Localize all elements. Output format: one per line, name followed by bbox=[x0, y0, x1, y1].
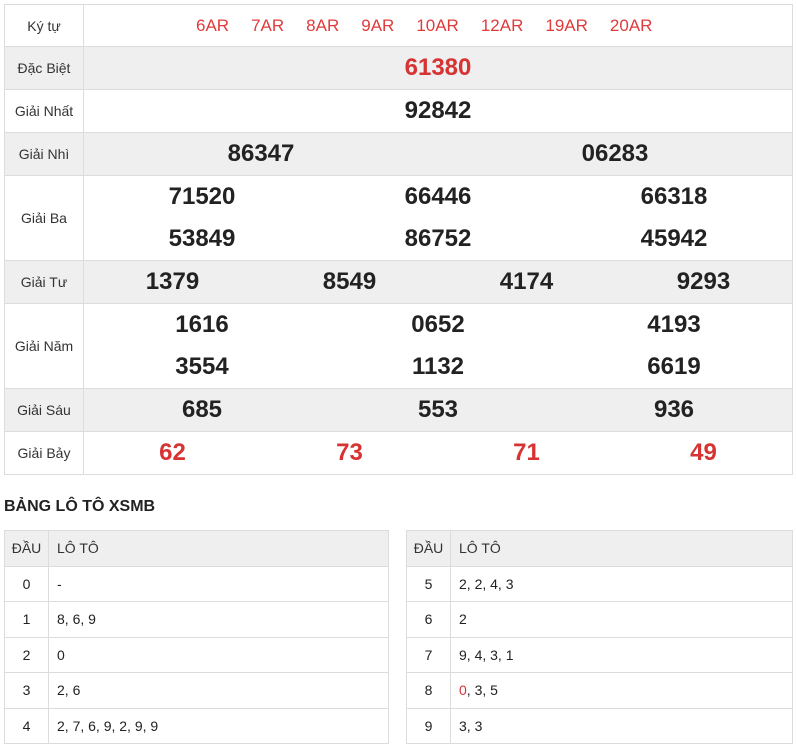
prize-label: Giải Sáu bbox=[4, 388, 84, 432]
prize-number: 3554 bbox=[175, 353, 229, 380]
dau-header: ĐẦU bbox=[406, 530, 451, 567]
prize-number: 86752 bbox=[404, 225, 472, 252]
loto-title: BẢNG LÔ TÔ XSMB bbox=[4, 498, 156, 515]
loto-header-row: ĐẦU LÔ TÔ bbox=[406, 530, 793, 567]
prize-number: 73 bbox=[336, 439, 363, 466]
prize-number: 9293 bbox=[676, 268, 731, 295]
prize-number: 1616 bbox=[175, 311, 229, 338]
loto-row: 5 2, 2, 4, 3 bbox=[406, 565, 793, 602]
loto-row: 4 2, 7, 6, 9, 2, 9, 9 bbox=[4, 707, 389, 744]
loto-cell: 2, 7, 6, 9, 2, 9, 9 bbox=[48, 707, 389, 744]
prize-seventh-row: Giải Bảy 62 73 71 49 bbox=[4, 431, 793, 475]
code-item: 8AR bbox=[306, 15, 340, 35]
prize-special-row: Đặc Biệt 61380 bbox=[4, 46, 793, 90]
code-item: 19AR bbox=[545, 15, 588, 35]
loto-row: 0 - bbox=[4, 565, 389, 602]
loto-cell: 0, 3, 5 bbox=[450, 672, 793, 709]
dau-cell: 8 bbox=[406, 672, 451, 709]
dau-cell: 1 bbox=[4, 601, 49, 638]
prize-label: Giải Nhì bbox=[4, 132, 84, 176]
code-list: 6AR 7AR 8AR 9AR 10AR 12AR 19AR 20AR bbox=[84, 5, 792, 46]
prize-number: 936 bbox=[653, 396, 695, 423]
prize-number: 1132 bbox=[411, 353, 465, 380]
loto-header: LÔ TÔ bbox=[450, 530, 793, 567]
loto-value: , 3, 5 bbox=[466, 682, 498, 699]
loto-row: 9 3, 3 bbox=[406, 707, 793, 744]
loto-cell: 3, 3 bbox=[450, 707, 793, 744]
loto-row: 6 2 bbox=[406, 601, 793, 638]
prize-number: 53849 bbox=[168, 225, 236, 252]
prize-third-row: Giải Ba 71520 66446 66318 53849 86752 45… bbox=[4, 175, 793, 261]
loto-row: 3 2, 6 bbox=[4, 672, 389, 709]
prize-number: 1379 bbox=[145, 268, 200, 295]
prize-number: 66318 bbox=[640, 183, 708, 210]
prize-number: 71 bbox=[513, 439, 540, 466]
dau-cell: 2 bbox=[4, 636, 49, 673]
loto-special-value: 0 bbox=[459, 682, 467, 699]
dau-cell: 5 bbox=[406, 565, 451, 602]
prize-number: 4174 bbox=[499, 268, 554, 295]
prize-second-row: Giải Nhì 86347 06283 bbox=[4, 132, 793, 176]
code-item: 7AR bbox=[251, 15, 285, 35]
prize-label: Giải Ba bbox=[4, 175, 84, 261]
loto-row: 8 0, 3, 5 bbox=[406, 672, 793, 709]
loto-row: 7 9, 4, 3, 1 bbox=[406, 636, 793, 673]
dau-cell: 9 bbox=[406, 707, 451, 744]
prize-number: 0652 bbox=[411, 311, 465, 338]
prize-number: 553 bbox=[417, 396, 459, 423]
prize-sixth-row: Giải Sáu 685 553 936 bbox=[4, 388, 793, 432]
prize-fifth-row: Giải Năm 1616 0652 4193 3554 1132 6619 bbox=[4, 303, 793, 389]
loto-cell: - bbox=[48, 565, 389, 602]
prize-number: 06283 bbox=[581, 140, 649, 167]
prize-number: 49 bbox=[690, 439, 717, 466]
code-item: 12AR bbox=[480, 15, 524, 35]
prize-number: 685 bbox=[181, 396, 223, 423]
loto-table-left: ĐẦU LÔ TÔ 0 - 1 8, 6, 9 2 0 3 2, 6 4 2, … bbox=[4, 530, 389, 744]
prize-number: 62 bbox=[159, 439, 186, 466]
code-row: Ký tự 6AR 7AR 8AR 9AR 10AR 12AR 19AR 20A… bbox=[4, 4, 793, 47]
loto-cell: 9, 4, 3, 1 bbox=[450, 636, 793, 673]
code-item: 10AR bbox=[416, 15, 459, 35]
prize-number: 61380 bbox=[404, 54, 472, 81]
loto-header-row: ĐẦU LÔ TÔ bbox=[4, 530, 389, 567]
dau-cell: 6 bbox=[406, 601, 451, 638]
loto-table-right: ĐẦU LÔ TÔ 5 2, 2, 4, 3 6 2 7 9, 4, 3, 1 … bbox=[406, 530, 793, 744]
loto-cell: 2, 2, 4, 3 bbox=[450, 565, 793, 602]
loto-cell: 2, 6 bbox=[48, 672, 389, 709]
prize-first-row: Giải Nhất 92842 bbox=[4, 89, 793, 133]
dau-cell: 0 bbox=[4, 565, 49, 602]
prize-label: Giải Năm bbox=[4, 303, 84, 389]
prize-number: 66446 bbox=[404, 183, 472, 210]
dau-cell: 7 bbox=[406, 636, 451, 673]
prize-number: 6619 bbox=[647, 353, 701, 380]
prize-number: 45942 bbox=[640, 225, 708, 252]
dau-cell: 3 bbox=[4, 672, 49, 709]
prize-label: Giải Bảy bbox=[4, 431, 84, 475]
loto-cell: 2 bbox=[450, 601, 793, 638]
prize-label: Giải Nhất bbox=[4, 89, 84, 133]
loto-cell: 0 bbox=[48, 636, 389, 673]
code-item: 6AR bbox=[196, 15, 230, 35]
code-item: 20AR bbox=[609, 15, 653, 35]
dau-cell: 4 bbox=[4, 707, 49, 744]
prize-fourth-row: Giải Tư 1379 8549 4174 9293 bbox=[4, 260, 793, 304]
loto-cell: 8, 6, 9 bbox=[48, 601, 389, 638]
loto-row: 1 8, 6, 9 bbox=[4, 601, 389, 638]
prize-number: 8549 bbox=[322, 268, 377, 295]
prize-number: 86347 bbox=[227, 140, 295, 167]
code-label: Ký tự bbox=[4, 4, 84, 47]
prize-number: 92842 bbox=[404, 97, 472, 124]
results-table: Ký tự 6AR 7AR 8AR 9AR 10AR 12AR 19AR 20A… bbox=[4, 4, 793, 475]
dau-header: ĐẦU bbox=[4, 530, 49, 567]
prize-number: 71520 bbox=[168, 183, 236, 210]
prize-label: Đặc Biệt bbox=[4, 46, 84, 90]
prize-number: 4193 bbox=[647, 311, 701, 338]
prize-label: Giải Tư bbox=[4, 260, 84, 304]
code-item: 9AR bbox=[361, 15, 395, 35]
loto-header: LÔ TÔ bbox=[48, 530, 389, 567]
loto-row: 2 0 bbox=[4, 636, 389, 673]
